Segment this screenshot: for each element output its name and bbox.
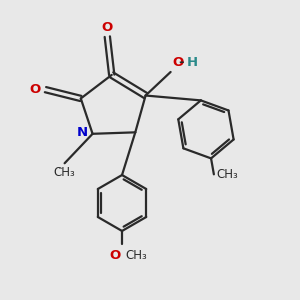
Text: methyl: methyl: [59, 168, 64, 169]
Text: O: O: [30, 83, 41, 96]
Text: O: O: [172, 56, 183, 69]
Text: -: -: [178, 56, 184, 69]
Text: CH₃: CH₃: [216, 168, 238, 181]
Text: CH₃: CH₃: [54, 166, 76, 178]
Text: H: H: [187, 56, 198, 69]
Text: O: O: [109, 249, 121, 262]
Text: O: O: [102, 21, 113, 34]
Text: N: N: [77, 126, 88, 139]
Text: CH₃: CH₃: [125, 249, 147, 262]
